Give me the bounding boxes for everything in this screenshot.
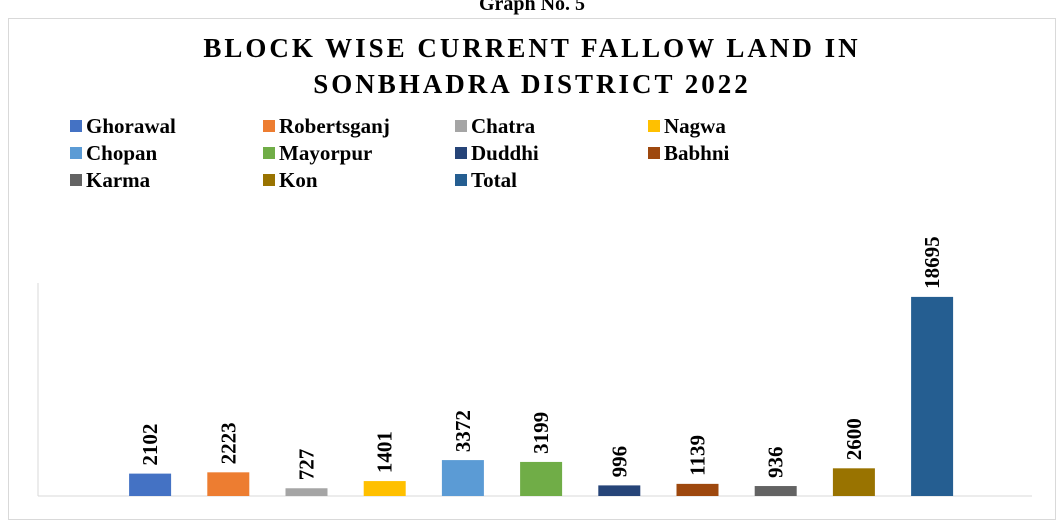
caption: Graph No. 5 bbox=[479, 0, 585, 15]
data-label: 727 bbox=[295, 449, 319, 481]
data-label: 936 bbox=[764, 447, 788, 479]
chart-title: SONBHADRA DISTRICT 2022 bbox=[313, 69, 751, 99]
legend-swatch bbox=[263, 174, 275, 186]
bar bbox=[832, 468, 875, 496]
chart-title: BLOCK WISE CURRENT FALLOW LAND IN bbox=[203, 33, 860, 63]
bar bbox=[207, 472, 250, 496]
legend-label: Mayorpur bbox=[279, 141, 372, 165]
data-label: 996 bbox=[607, 446, 631, 478]
legend-swatch bbox=[70, 174, 82, 186]
legend-label: Babhni bbox=[664, 141, 730, 165]
legend-swatch bbox=[263, 120, 275, 132]
legend-label: Nagwa bbox=[664, 114, 726, 138]
bar bbox=[598, 485, 641, 496]
legend-swatch bbox=[648, 120, 660, 132]
data-label: 3372 bbox=[451, 410, 475, 452]
legend-swatch bbox=[263, 147, 275, 159]
bar bbox=[441, 460, 484, 496]
legend-label: Total bbox=[471, 168, 517, 192]
data-label: 2223 bbox=[216, 422, 240, 464]
chart-border bbox=[8, 18, 1056, 520]
data-label: 18695 bbox=[920, 236, 944, 289]
data-label: 1139 bbox=[686, 435, 710, 476]
legend-swatch bbox=[70, 147, 82, 159]
legend-swatch bbox=[455, 174, 467, 186]
bar bbox=[520, 461, 563, 496]
data-label: 1401 bbox=[373, 431, 397, 473]
legend-label: Chopan bbox=[86, 141, 158, 165]
bar bbox=[911, 296, 954, 496]
bar bbox=[363, 481, 406, 496]
data-label: 2600 bbox=[842, 418, 866, 460]
legend-swatch bbox=[70, 120, 82, 132]
data-label: 2102 bbox=[138, 424, 162, 466]
legend-swatch bbox=[455, 120, 467, 132]
bar bbox=[129, 473, 172, 496]
legend-label: Ghorawal bbox=[86, 114, 176, 138]
legend-label: Robertsganj bbox=[279, 114, 390, 138]
legend-label: Chatra bbox=[471, 114, 536, 138]
legend-swatch bbox=[648, 147, 660, 159]
legend-swatch bbox=[455, 147, 467, 159]
bar bbox=[676, 483, 719, 496]
data-label: 3199 bbox=[529, 412, 553, 454]
legend-label: Kon bbox=[279, 168, 318, 192]
bar bbox=[285, 488, 328, 496]
legend-label: Duddhi bbox=[471, 141, 539, 165]
bar bbox=[754, 486, 797, 496]
legend-label: Karma bbox=[86, 168, 151, 192]
